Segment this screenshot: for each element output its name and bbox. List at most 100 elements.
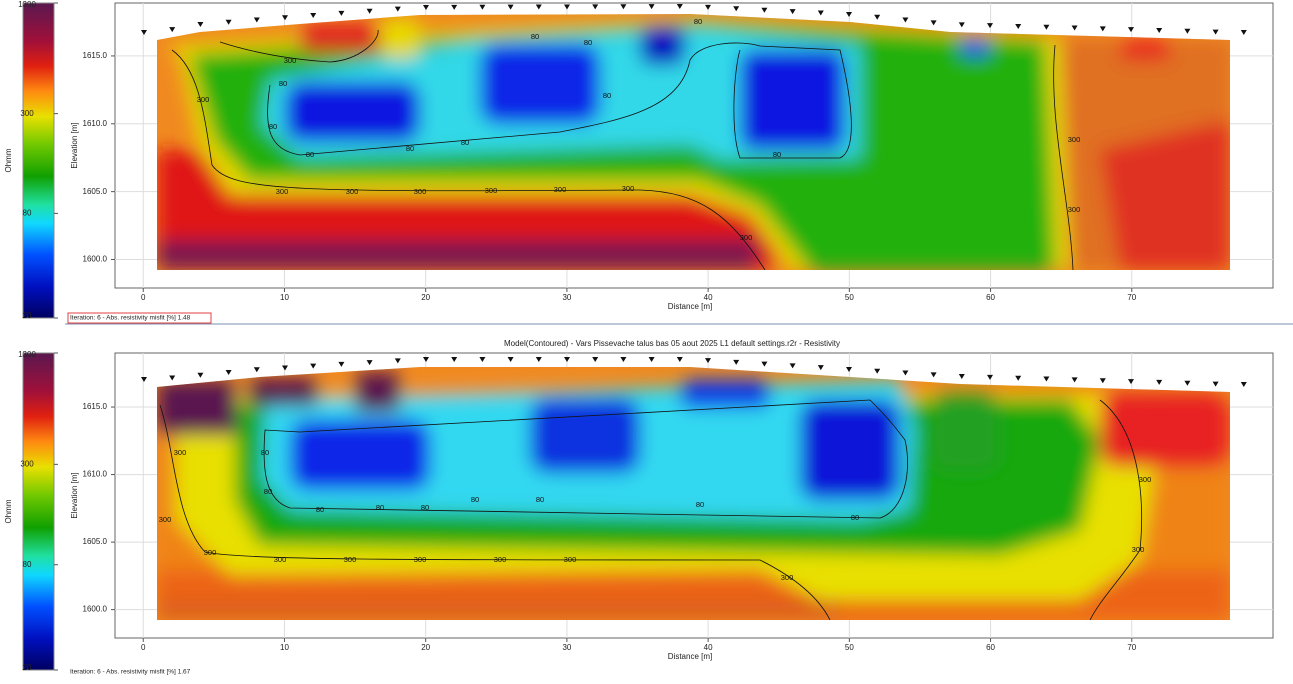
contour-line bbox=[1089, 399, 1142, 620]
resistivity-zone bbox=[480, 44, 600, 124]
x-tick-label: 50 bbox=[845, 293, 854, 302]
contour-label: 80 bbox=[406, 144, 414, 153]
x-tick-label: 20 bbox=[421, 293, 430, 302]
resistivity-zone bbox=[530, 398, 640, 473]
electrode bbox=[366, 360, 373, 366]
electrode bbox=[648, 357, 655, 362]
electrode bbox=[1099, 378, 1106, 384]
x-tick-label: 10 bbox=[280, 643, 289, 652]
electrode bbox=[169, 27, 176, 33]
contour-label: 80 bbox=[264, 487, 272, 496]
colorbar-tick-label: 1300 bbox=[18, 0, 36, 9]
electrode bbox=[1015, 375, 1022, 381]
resistivity-zone bbox=[285, 82, 420, 142]
section-fill bbox=[157, 372, 1230, 620]
status-box bbox=[67, 312, 212, 324]
y-tick-label: 1605.0 bbox=[83, 187, 108, 196]
resistivity-zone bbox=[930, 392, 1000, 472]
electrode bbox=[874, 368, 881, 374]
electrode bbox=[1071, 377, 1078, 383]
contour-label: 80 bbox=[316, 505, 324, 514]
y-tick-label: 1605.0 bbox=[83, 537, 108, 546]
contour-label: 300 bbox=[414, 187, 427, 196]
contour-label: 80 bbox=[471, 495, 479, 504]
electrode bbox=[1156, 27, 1163, 33]
contour-label: 300 bbox=[204, 548, 217, 557]
electrode bbox=[761, 7, 768, 13]
colorbar-tick-label: 80 bbox=[23, 560, 32, 569]
contour-label: 80 bbox=[269, 122, 277, 131]
contour-label: 300 bbox=[414, 555, 427, 564]
electrode bbox=[733, 359, 740, 365]
electrode bbox=[141, 30, 147, 35]
electrode bbox=[987, 23, 993, 29]
colorbar-tick-label: 20 bbox=[23, 311, 32, 320]
y-tick-label: 1610.0 bbox=[83, 119, 108, 128]
electrode bbox=[648, 4, 655, 10]
y-tick-label: 1615.0 bbox=[83, 402, 108, 411]
contour-label: 80 bbox=[696, 500, 704, 509]
contour-line bbox=[1053, 44, 1074, 270]
x-tick-label: 70 bbox=[1127, 293, 1136, 302]
contour-label: 80 bbox=[421, 503, 429, 512]
contour-label: 80 bbox=[279, 79, 287, 88]
resistivity-zone bbox=[640, 25, 685, 65]
electrode bbox=[141, 377, 147, 382]
electrode bbox=[789, 363, 796, 369]
contour-label: 300 bbox=[159, 515, 172, 524]
resistivity-zone bbox=[800, 400, 900, 500]
y-tick-label: 1615.0 bbox=[83, 51, 108, 60]
y-tick-label: 1600.0 bbox=[83, 605, 108, 614]
contour-label: 80 bbox=[531, 32, 539, 41]
x-tick-label: 60 bbox=[986, 643, 995, 652]
contour-label: 300 bbox=[781, 573, 794, 582]
x-tick-label: 70 bbox=[1127, 643, 1136, 652]
x-axis-label: Distance [m] bbox=[668, 652, 712, 661]
electrode bbox=[1184, 28, 1191, 34]
electrode bbox=[423, 4, 429, 10]
contour-label: 80 bbox=[376, 503, 384, 512]
contour-label: 300 bbox=[276, 187, 289, 196]
contour-line bbox=[219, 29, 379, 63]
resistivity-zone bbox=[157, 240, 757, 270]
electrode bbox=[705, 4, 711, 10]
contour-label: 300 bbox=[197, 95, 210, 104]
y-axis-label: Elevation [m] bbox=[70, 122, 79, 168]
electrode bbox=[1240, 30, 1247, 35]
contour-label: 80 bbox=[306, 150, 314, 159]
electrode bbox=[1128, 379, 1134, 385]
electrode bbox=[958, 22, 965, 28]
resistivity-panel: 20 80 300 1300 Ohmm 0 10 20 30 40 50 60 70 1600.0 1605… bbox=[4, 0, 1274, 324]
electrode bbox=[310, 13, 317, 19]
electrode bbox=[535, 4, 542, 10]
electrode bbox=[338, 361, 345, 367]
contour-label: 300 bbox=[622, 184, 635, 193]
electrode bbox=[197, 21, 204, 27]
electrode bbox=[1043, 24, 1050, 30]
electrode bbox=[874, 14, 881, 20]
electrode bbox=[423, 357, 429, 362]
electrode bbox=[225, 370, 232, 376]
x-tick-label: 20 bbox=[421, 643, 430, 652]
electrode bbox=[253, 367, 260, 373]
contour-label: 300 bbox=[174, 448, 187, 457]
colorbar-tick-label: 300 bbox=[20, 109, 34, 118]
electrode bbox=[902, 370, 909, 376]
panel-title: Model(Contoured) - Vars Pissevache talus… bbox=[504, 339, 840, 348]
electrode bbox=[564, 357, 570, 362]
electrode bbox=[676, 357, 683, 362]
y-axis-label: Elevation [m] bbox=[70, 472, 79, 518]
electrode bbox=[282, 15, 288, 21]
electrode bbox=[1128, 27, 1134, 33]
electrode bbox=[1212, 381, 1219, 387]
status-text: Iteration: 6 - Abs. resistivity misfit [… bbox=[70, 669, 191, 676]
electrode bbox=[451, 357, 458, 362]
electrode bbox=[394, 358, 401, 364]
resistivity-zone bbox=[355, 372, 400, 412]
electrode bbox=[846, 11, 852, 17]
resistivity-zone bbox=[157, 380, 237, 435]
resistivity-zone bbox=[248, 378, 318, 406]
colorbar-label: Ohmm bbox=[4, 148, 13, 172]
colorbar bbox=[22, 352, 55, 671]
resistivity-zone bbox=[1100, 120, 1230, 270]
